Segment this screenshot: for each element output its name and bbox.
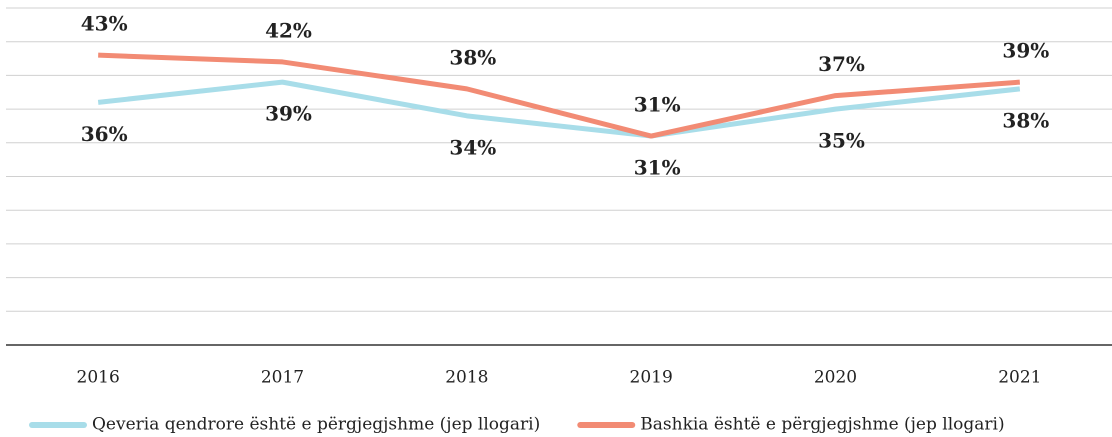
data-label: 39% xyxy=(1002,39,1049,63)
data-label: 36% xyxy=(81,122,128,146)
x-tick-label: 2016 xyxy=(77,368,120,388)
series-line xyxy=(97,79,1021,139)
data-label: 34% xyxy=(449,135,496,159)
legend-label: Bashkia është e përgjegjshme (jep llogar… xyxy=(640,415,1004,435)
x-tick-label: 2021 xyxy=(998,368,1041,388)
data-label: 39% xyxy=(265,102,312,126)
data-label: 42% xyxy=(265,18,312,42)
x-tick-label: 2019 xyxy=(630,368,673,388)
data-label: 31% xyxy=(634,93,681,117)
series-line xyxy=(98,52,1021,139)
data-label: 38% xyxy=(1002,108,1049,132)
x-tick-label: 2017 xyxy=(261,368,304,388)
data-label: 43% xyxy=(81,12,128,36)
data-label: 37% xyxy=(818,52,865,76)
data-label: 35% xyxy=(818,129,865,153)
x-tick-label: 2018 xyxy=(445,368,488,388)
x-tick-label: 2020 xyxy=(814,368,857,388)
legend-label: Qeveria qendrore është e përgjegjshme (j… xyxy=(92,415,540,435)
data-label: 31% xyxy=(634,156,681,180)
data-label: 38% xyxy=(449,45,496,69)
